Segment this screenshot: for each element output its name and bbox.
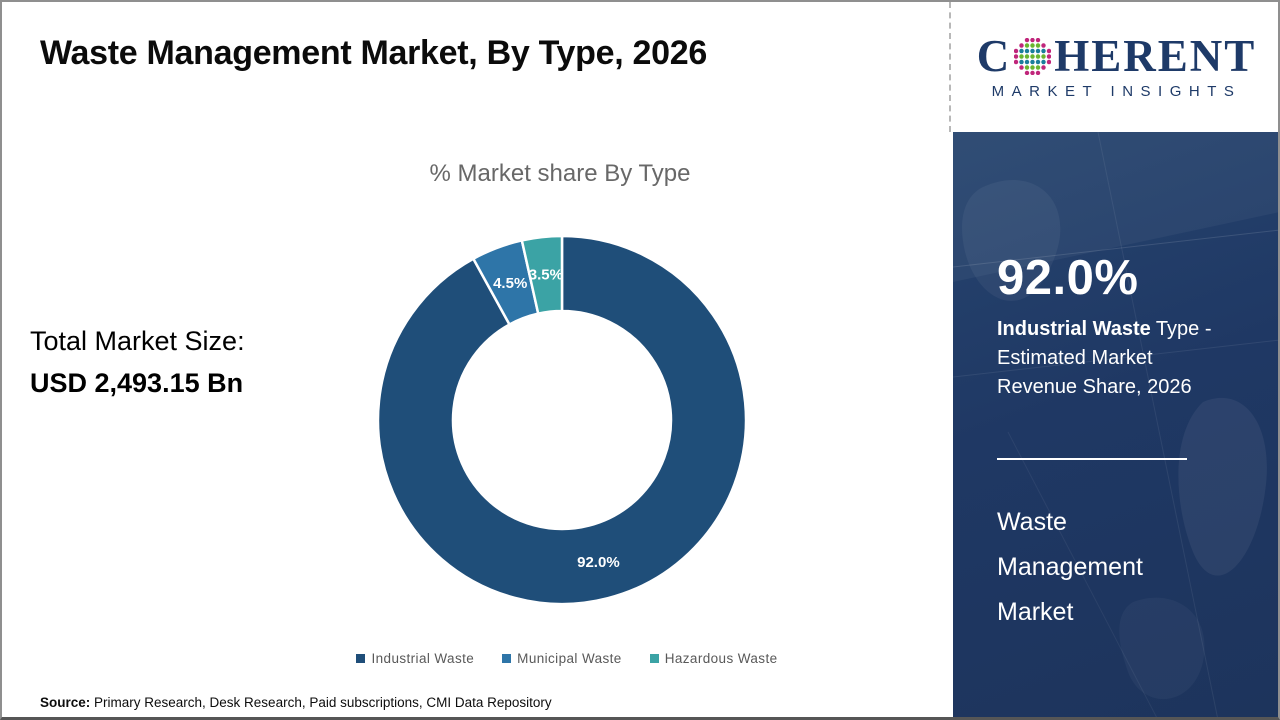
legend-label: Municipal Waste bbox=[517, 651, 622, 666]
total-market-size-block: Total Market Size: USD 2,493.15 Bn bbox=[30, 326, 245, 399]
legend-item-municipal-waste: Municipal Waste bbox=[502, 651, 622, 666]
legend-marker bbox=[502, 654, 512, 663]
logo-subtitle: MARKET INSIGHTS bbox=[991, 83, 1242, 100]
vertical-divider bbox=[949, 2, 951, 132]
slice-hazardous-waste bbox=[520, 234, 564, 315]
report-market-name: Waste Management Market bbox=[997, 508, 1143, 626]
total-market-size-label: Total Market Size: bbox=[30, 326, 245, 356]
coherent-globe-icon bbox=[1014, 38, 1052, 75]
legend-label: Hazardous Waste bbox=[664, 651, 778, 666]
slice-industrial-waste bbox=[376, 234, 748, 606]
source-label: Source: bbox=[40, 695, 91, 710]
page-title: Waste Management Market, By Type, 2026 bbox=[40, 34, 707, 72]
logo-prefix: C bbox=[976, 31, 1012, 81]
slice-label: 3.5% bbox=[529, 266, 563, 283]
stat-segment-name: Industrial Waste bbox=[997, 318, 1151, 340]
source-note: Source: Primary Research, Desk Research,… bbox=[40, 695, 552, 710]
sidebar-panel: 92.0% Industrial Waste Type - Estimated … bbox=[953, 132, 1278, 717]
total-market-size-value: USD 2,493.15 Bn bbox=[30, 368, 244, 398]
source-text: Primary Research, Desk Research, Paid su… bbox=[90, 695, 552, 710]
chart-title: % Market share By Type bbox=[429, 160, 691, 187]
headline-stat-value: 92.0% bbox=[997, 251, 1139, 305]
logo-suffix: HERENT bbox=[1054, 31, 1257, 81]
brand-logo: C HERENT MARKET INSIGHTS bbox=[953, 2, 1278, 132]
slice-label: 4.5% bbox=[493, 275, 527, 292]
donut-chart-container: 92.0% 4.5% 3.5% bbox=[371, 229, 753, 611]
chart-legend: Industrial Waste Municipal Waste Hazardous… bbox=[302, 651, 832, 666]
donut-chart: 92.0% 4.5%3.5% bbox=[376, 234, 748, 606]
legend-marker bbox=[649, 654, 659, 663]
legend-marker bbox=[356, 654, 366, 663]
legend-item-hazardous-waste: Hazardous Waste bbox=[649, 651, 778, 666]
logo-wordmark: C HERENT bbox=[977, 34, 1257, 79]
legend-item-industrial-waste: Industrial Waste bbox=[356, 651, 474, 666]
slice-label: 92.0% bbox=[577, 554, 620, 571]
stat-description-rest: Type - Estimated Market Revenue Share, 2… bbox=[997, 318, 1212, 398]
legend-label: Industrial Waste bbox=[371, 651, 475, 666]
sidebar-divider-line bbox=[997, 458, 1187, 460]
headline-stat-description: Industrial Waste Type - Estimated Market… bbox=[997, 315, 1217, 402]
